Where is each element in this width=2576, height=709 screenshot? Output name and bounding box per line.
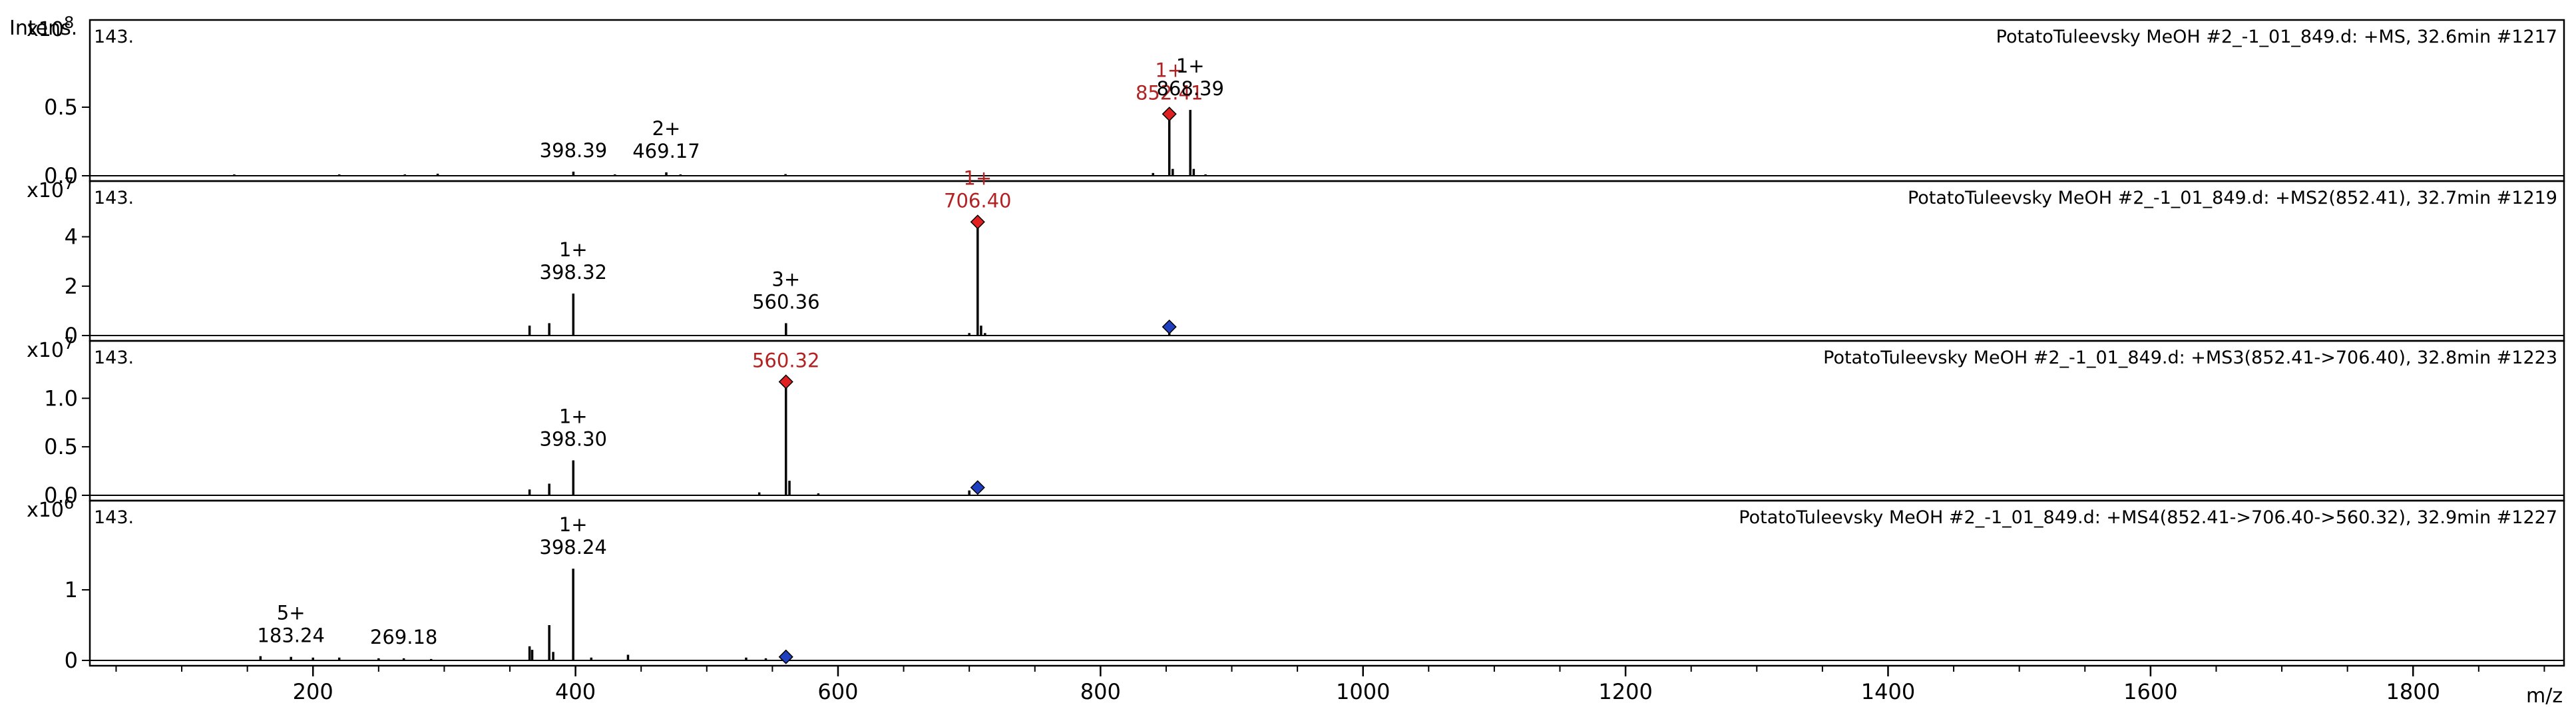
y-tick-label: 0.0	[44, 163, 78, 188]
spectrum-panel-4: PotatoTuleevsky MeOH #2_-1_01_849.d: +MS…	[27, 494, 2565, 673]
panel-corner-label: 143.	[94, 507, 134, 528]
peak-mass-label: 852.41	[1136, 81, 1203, 104]
y-tick-label: 1	[65, 577, 78, 602]
y-tick-label: 1.0	[44, 385, 78, 411]
peak-mass-label: 706.40	[944, 189, 1011, 212]
peak-charge-label: 1+	[963, 166, 992, 189]
y-exponent-label: x107	[27, 174, 74, 202]
y-exponent-power: 7	[64, 334, 74, 353]
x-tick-label: 1000	[1336, 679, 1390, 704]
peak-charge-label: 1+	[559, 513, 588, 536]
y-tick-label: 0.5	[44, 434, 78, 459]
panel-title: PotatoTuleevsky MeOH #2_-1_01_849.d: +MS…	[1823, 348, 2557, 368]
panel-corner-label: 143.	[94, 188, 134, 208]
parent-ion-marker	[970, 480, 985, 495]
x-axis-unit: m/z	[2526, 684, 2563, 708]
panel-corner-label: 143.	[94, 27, 134, 47]
peak-mass-label: 469.17	[632, 140, 700, 162]
peak-charge-label: 1+	[1155, 59, 1183, 81]
peak-mass-label: 560.32	[752, 350, 819, 372]
peak-charge-label: 2+	[652, 117, 681, 140]
panel-corner-label: 143.	[94, 348, 134, 368]
peak-charge-label: 1+	[1176, 55, 1205, 77]
x-tick-label: 800	[1080, 679, 1121, 704]
panel-title: PotatoTuleevsky MeOH #2_-1_01_849.d: +MS…	[1996, 27, 2557, 47]
y-exponent-power: 7	[64, 174, 74, 193]
peak-mass-label: 868.39	[1156, 77, 1223, 100]
x-tick-label: 1800	[2386, 679, 2440, 704]
y-tick-label: 0.5	[44, 95, 78, 120]
peak-charge-label: 5+	[277, 602, 306, 624]
spectrum-panel-2: PotatoTuleevsky MeOH #2_-1_01_849.d: +MS…	[27, 166, 2565, 348]
parent-ion-marker	[1162, 319, 1177, 335]
panel-title: PotatoTuleevsky MeOH #2_-1_01_849.d: +MS…	[1739, 507, 2557, 528]
y-exponent-label: x106	[27, 494, 74, 522]
y-tick-label: 4	[65, 224, 78, 250]
spectra-panels: PotatoTuleevsky MeOH #2_-1_01_849.d: +MS…	[27, 13, 2565, 673]
y-tick-label: 0.0	[44, 483, 78, 508]
peak-mass-label: 398.39	[540, 139, 607, 162]
x-tick-label: 1600	[2123, 679, 2177, 704]
panel-title: PotatoTuleevsky MeOH #2_-1_01_849.d: +MS…	[1908, 188, 2557, 208]
spectrum-panel-3: PotatoTuleevsky MeOH #2_-1_01_849.d: +MS…	[27, 334, 2565, 508]
y-exponent-power: 6	[64, 494, 74, 513]
y-tick-label: 2	[65, 274, 78, 299]
peak-mass-label: 398.24	[539, 536, 606, 559]
peak-charge-label: 1+	[559, 405, 588, 428]
x-axis: 200 400 600 800 1000 1200 1400 1600 1800	[115, 666, 2545, 704]
y-tick-label: 0	[65, 323, 78, 348]
x-tick-label: 400	[555, 679, 596, 704]
peak-mass-label: 183.24	[257, 624, 324, 647]
y-tick-label: 0	[65, 648, 78, 673]
spectrum-panel-1: PotatoTuleevsky MeOH #2_-1_01_849.d: +MS…	[27, 13, 2565, 188]
peak-mass-label: 560.36	[752, 290, 819, 313]
peak-mass-label: 398.32	[540, 261, 607, 284]
panel-frame	[89, 499, 2565, 667]
parent-ion-marker	[778, 649, 793, 664]
peak-charge-label: 3+	[771, 268, 800, 290]
precursor-marker	[970, 214, 985, 230]
precursor-marker	[1162, 107, 1177, 122]
peak-mass-label: 269.18	[370, 626, 437, 648]
precursor-marker	[778, 374, 793, 389]
peak-mass-label: 398.30	[540, 428, 607, 451]
y-exponent-label: x107	[27, 334, 74, 362]
peak-charge-label: 1+	[559, 238, 588, 261]
x-tick-label: 200	[293, 679, 333, 704]
x-tick-label: 1400	[1861, 679, 1915, 704]
y-axis-label: Intens.	[9, 17, 77, 40]
y-exponent-power: 8	[64, 13, 74, 32]
x-tick-label: 600	[817, 679, 858, 704]
x-tick-label: 1200	[1598, 679, 1652, 704]
